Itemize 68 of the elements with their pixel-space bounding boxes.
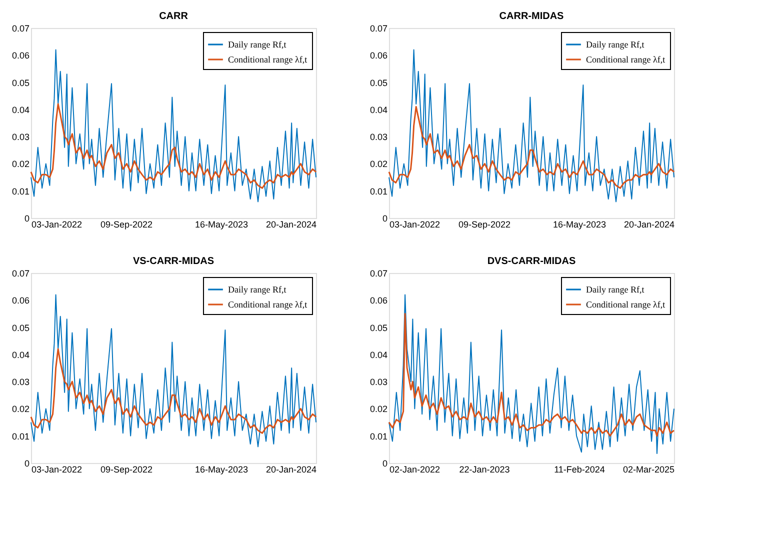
x-tick-label: 11-Feb-2024 [554,464,605,474]
x-tick-label: 20-Jan-2024 [266,464,316,474]
y-tick-label: 0 [24,214,30,224]
y-tick-label: 0.05 [12,78,30,88]
y-tick-label: 0.04 [12,104,30,115]
legend-label: Conditional range λf,t [586,54,666,64]
legend-label: Daily range Rf,t [228,40,287,50]
y-tick-label: 0 [24,458,30,468]
y-tick-label: 0.06 [370,50,388,61]
y-tick-label: 0.02 [370,404,388,414]
line-series [388,49,674,202]
y-tick-label: 0.05 [12,322,30,333]
y-tick-label: 0.04 [12,350,30,360]
x-tick-label: 16-May-2023 [194,464,248,474]
x-tick-label: 22-Jan-2023 [459,464,510,474]
line-series [388,294,674,454]
y-tick-label: 0.01 [370,186,388,196]
x-tick-label: 02-Mar-2025 [622,464,674,474]
y-tick-label: 0.01 [12,186,30,196]
y-tick-label: 0.04 [370,350,388,360]
y-tick-label: 0.01 [370,431,388,442]
x-tick-label: 20-Jan-2024 [624,220,674,230]
y-tick-label: 0.01 [12,431,30,442]
line-series [30,103,317,189]
line-series [30,49,316,202]
y-tick-label: 0.06 [12,50,30,61]
line-series [30,294,316,448]
x-tick-label: 03-Jan-2022 [390,220,440,230]
y-tick-label: 0.03 [370,132,388,142]
y-tick-label: 0.03 [12,377,30,388]
y-tick-label: 0.07 [12,24,30,34]
x-tick-label: 09-Sep-2022 [100,464,153,474]
legend-label: Daily range Rf,t [586,40,645,50]
legend-label: Conditional range λf,t [586,300,666,310]
x-tick-label: 09-Sep-2022 [458,220,511,230]
chart-title: CARR [159,11,189,22]
y-tick-label: 0.03 [370,377,388,388]
y-tick-label: 0.06 [12,296,30,306]
y-tick-label: 0.03 [12,132,30,142]
y-tick-label: 0 [382,458,388,468]
line-series [30,348,317,434]
x-tick-label: 20-Jan-2024 [266,220,316,230]
y-tick-label: 0 [382,214,388,224]
chart-title: DVS-CARR-MIDAS [487,256,576,267]
y-tick-label: 0.06 [370,296,388,306]
y-tick-label: 0.07 [370,24,388,34]
x-tick-label: 03-Jan-2022 [32,220,82,230]
x-tick-label: 09-Sep-2022 [100,220,153,230]
legend-label: Conditional range λf,t [228,300,308,310]
x-tick-label: 16-May-2023 [194,220,248,230]
chart-title: VS-CARR-MIDAS [132,256,214,267]
y-tick-label: 0.02 [12,159,30,170]
x-tick-label: 16-May-2023 [552,220,606,230]
y-tick-label: 0.07 [370,268,388,278]
chart-title: CARR-MIDAS [499,11,564,22]
line-series [388,106,675,189]
x-tick-label: 02-Jan-2022 [390,464,440,474]
line-series [388,312,675,437]
y-tick-label: 0.05 [370,78,388,88]
legend-label: Daily range Rf,t [228,284,287,294]
y-tick-label: 0.02 [12,404,30,414]
y-tick-label: 0.05 [370,322,388,333]
legend-label: Conditional range λf,t [228,54,308,64]
y-tick-label: 0.04 [370,104,388,115]
y-tick-label: 0.02 [370,159,388,170]
y-tick-label: 0.07 [12,268,30,278]
x-tick-label: 03-Jan-2022 [32,464,82,474]
legend-label: Daily range Rf,t [586,284,645,294]
